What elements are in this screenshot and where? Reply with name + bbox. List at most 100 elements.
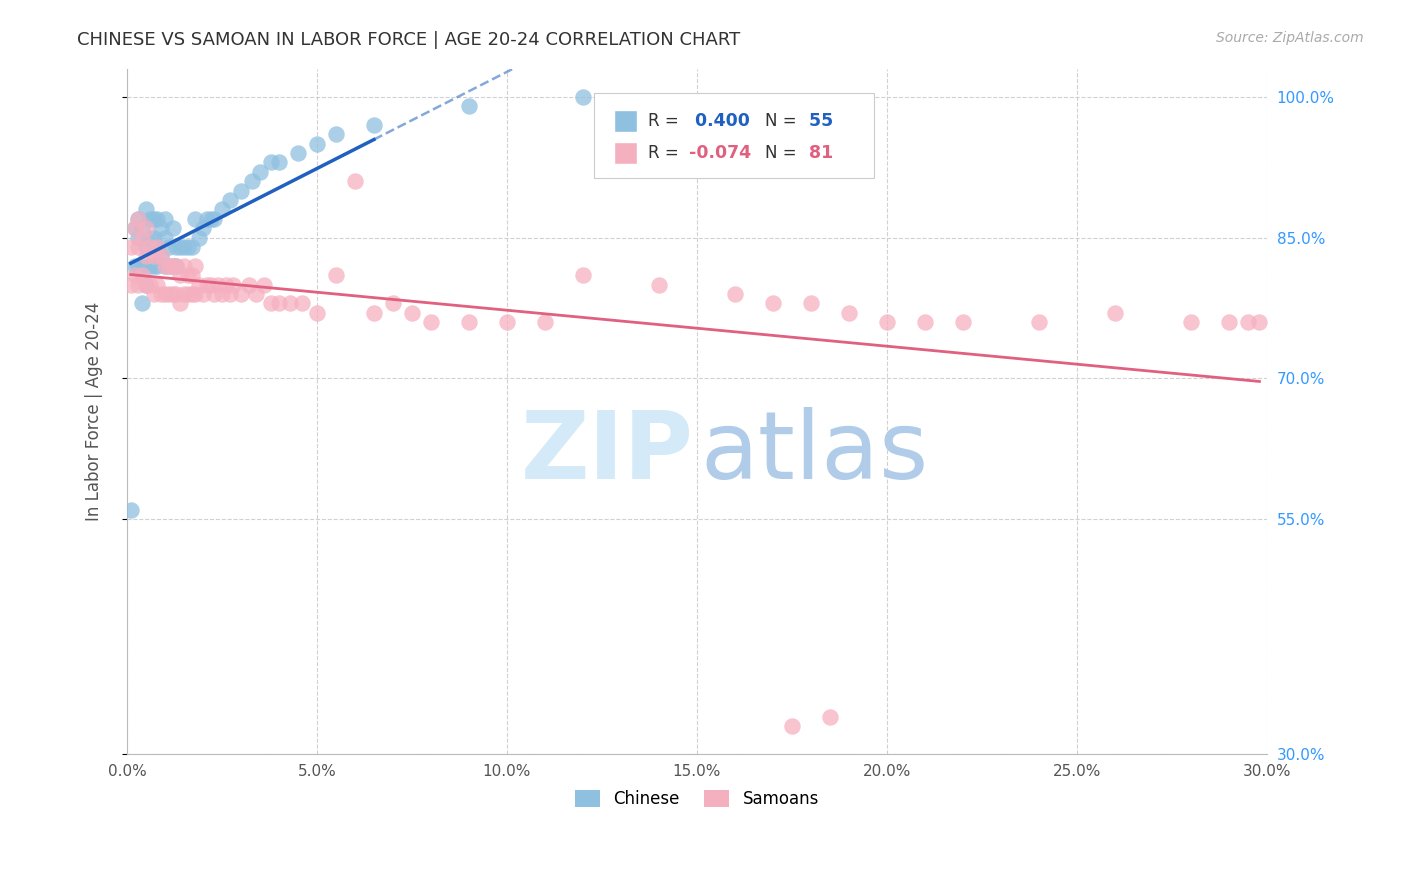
Point [138, 230, 160, 244]
Point [249, 165, 271, 179]
Point [142, 230, 165, 244]
Point [420, 315, 443, 329]
Point [131, 230, 153, 244]
Point [142, 249, 165, 263]
Point [200, 211, 222, 226]
Point [914, 315, 936, 329]
Point [162, 259, 184, 273]
Point [173, 240, 195, 254]
Point [169, 240, 191, 254]
Point [127, 277, 149, 292]
Point [1218, 315, 1240, 329]
FancyBboxPatch shape [614, 142, 637, 164]
Point [127, 240, 149, 254]
Point [165, 287, 187, 301]
Point [260, 155, 283, 169]
Point [127, 211, 149, 226]
Point [207, 277, 229, 292]
Point [169, 296, 191, 310]
Point [120, 277, 142, 292]
Point [1237, 315, 1260, 329]
Point [127, 230, 149, 244]
Point [1180, 315, 1202, 329]
Point [153, 259, 176, 273]
Point [150, 287, 173, 301]
Point [218, 287, 240, 301]
Point [278, 296, 301, 310]
Point [458, 99, 481, 113]
Point [305, 136, 328, 151]
Point [127, 259, 149, 273]
Point [245, 287, 267, 301]
Point [162, 287, 184, 301]
Point [876, 315, 898, 329]
Point [131, 221, 153, 235]
Point [381, 296, 404, 310]
Point [124, 221, 146, 235]
Text: ZIP: ZIP [520, 407, 693, 499]
Point [202, 287, 225, 301]
Point [157, 240, 180, 254]
Point [135, 202, 157, 217]
Point [762, 296, 785, 310]
Point [135, 221, 157, 235]
Point [153, 211, 176, 226]
Point [195, 211, 218, 226]
Point [191, 287, 214, 301]
Point [222, 277, 245, 292]
Point [188, 277, 211, 292]
Point [211, 287, 233, 301]
Text: N =: N = [765, 112, 803, 130]
Point [135, 249, 157, 263]
Point [184, 259, 207, 273]
Point [177, 287, 200, 301]
Point [458, 315, 481, 329]
FancyBboxPatch shape [614, 111, 637, 132]
Point [195, 277, 218, 292]
Point [150, 249, 173, 263]
Point [1028, 315, 1050, 329]
Point [120, 503, 142, 517]
Point [142, 259, 165, 273]
Point [202, 211, 225, 226]
Point [325, 268, 347, 282]
Point [291, 296, 314, 310]
Point [131, 296, 153, 310]
Text: 55: 55 [803, 112, 834, 130]
Point [180, 240, 202, 254]
Point [146, 277, 169, 292]
Point [363, 306, 385, 320]
Point [800, 296, 823, 310]
Legend: Chinese, Samoans: Chinese, Samoans [568, 783, 825, 814]
Point [188, 230, 211, 244]
Point [253, 277, 276, 292]
Point [287, 146, 309, 161]
Point [724, 287, 747, 301]
Point [200, 277, 222, 292]
Point [229, 184, 252, 198]
Point [153, 287, 176, 301]
Text: R =: R = [648, 112, 683, 130]
Point [401, 306, 423, 320]
Point [124, 259, 146, 273]
Point [146, 240, 169, 254]
Point [305, 306, 328, 320]
Point [120, 240, 142, 254]
Point [146, 259, 169, 273]
Point [169, 268, 191, 282]
Point [124, 268, 146, 282]
FancyBboxPatch shape [595, 93, 873, 178]
Point [218, 193, 240, 207]
Point [1249, 315, 1271, 329]
Text: Source: ZipAtlas.com: Source: ZipAtlas.com [1216, 31, 1364, 45]
Point [146, 240, 169, 254]
Point [572, 89, 595, 103]
Point [165, 259, 187, 273]
Point [157, 259, 180, 273]
Point [325, 128, 347, 142]
Point [343, 174, 366, 188]
Point [184, 287, 207, 301]
Text: N =: N = [765, 144, 803, 161]
Point [124, 221, 146, 235]
Point [240, 174, 263, 188]
